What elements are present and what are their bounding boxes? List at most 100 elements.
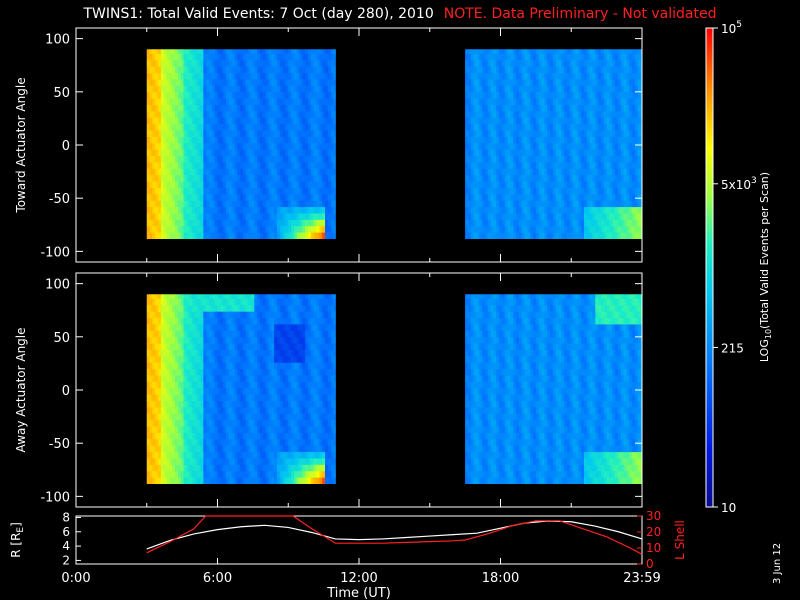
heatmap-cell (276, 213, 281, 220)
heatmap-cell (220, 470, 224, 478)
heatmap-cell (223, 298, 227, 306)
heatmap-cell (186, 432, 190, 440)
heatmap-cell (197, 181, 201, 188)
heatmap-cell (634, 181, 639, 188)
heatmap-cell (200, 174, 204, 182)
heatmap-cell (228, 426, 233, 433)
heatmap-cell (220, 368, 224, 376)
heatmap-cell (527, 98, 531, 105)
heatmap-cell (166, 72, 170, 80)
heatmap-cell (152, 206, 156, 214)
heatmap-cell (163, 438, 167, 446)
heatmap-cell (569, 98, 574, 105)
heatmap-cell (180, 85, 184, 93)
heatmap-cell (592, 232, 596, 239)
heatmap-cell (146, 142, 150, 150)
heatmap-cell (220, 413, 224, 421)
heatmap-cell (521, 53, 525, 61)
heatmap-cell (203, 381, 207, 389)
heatmap-cell (237, 394, 241, 402)
heatmap-cell (206, 419, 210, 427)
heatmap-cell (333, 53, 336, 61)
heatmap-cell (251, 53, 255, 61)
heatmap-cell (291, 225, 295, 233)
heatmap-cell (629, 149, 633, 157)
heatmap-cell (296, 91, 300, 99)
heatmap-cell (231, 432, 235, 440)
heatmap-cell (482, 206, 486, 214)
heatmap-cell (291, 193, 295, 201)
heatmap-cell (600, 187, 605, 195)
heatmap-cell (527, 104, 531, 112)
heatmap-cell (189, 225, 193, 233)
heatmap-cell (225, 232, 230, 239)
heatmap-cell (623, 49, 627, 54)
heatmap-cell (595, 91, 599, 99)
heatmap-cell (302, 59, 306, 67)
heatmap-cell (209, 317, 213, 325)
heatmap-cell (225, 330, 230, 338)
heatmap-cell (510, 117, 514, 125)
heatmap-cell (169, 200, 173, 208)
heatmap-cell (240, 225, 244, 233)
heatmap-cell (578, 130, 582, 137)
heatmap-cell (302, 149, 306, 157)
heatmap-cell (578, 117, 582, 125)
heatmap-cell (271, 130, 275, 137)
heatmap-cell (490, 168, 494, 176)
heatmap-cell (479, 110, 483, 118)
heatmap-cell (617, 130, 622, 137)
heatmap-cell (305, 49, 309, 54)
heatmap-cell (262, 225, 267, 233)
heatmap-cell (234, 181, 238, 188)
heatmap-cell (501, 149, 506, 157)
heatmap-cell (530, 200, 534, 208)
heatmap-cell (155, 181, 159, 188)
heatmap-cell (507, 142, 511, 150)
heatmap-cell (192, 330, 196, 338)
heatmap-cell (313, 142, 317, 150)
heatmap-cell (609, 66, 613, 74)
heatmap-cell (322, 66, 326, 74)
heatmap-cell (242, 426, 247, 433)
heatmap-cell (194, 123, 199, 131)
heatmap-cell (541, 149, 545, 157)
heatmap-cell (211, 336, 216, 344)
heatmap-cell (302, 200, 306, 208)
heatmap-cell (558, 232, 562, 239)
heatmap-cell (310, 142, 315, 150)
heatmap-cell (183, 225, 187, 233)
heatmap-cell (158, 304, 162, 312)
heatmap-cell (575, 149, 579, 157)
heatmap-cell (592, 110, 596, 118)
heatmap-cell (490, 174, 494, 182)
heatmap-cell (535, 136, 540, 144)
heatmap-cell (200, 445, 204, 453)
heatmap-cell (175, 91, 179, 99)
heatmap-cell (612, 104, 616, 112)
heatmap-cell (214, 304, 218, 312)
heatmap-cell (209, 136, 213, 144)
heatmap-cell (158, 419, 162, 427)
heatmap-cell (180, 394, 184, 402)
heatmap-cell (518, 98, 523, 105)
heatmap-cell (586, 206, 591, 214)
heatmap-cell (206, 219, 210, 227)
heatmap-cell (310, 123, 315, 131)
heatmap-cell (305, 155, 309, 163)
heatmap-cell (146, 349, 150, 357)
heatmap-cell (146, 66, 150, 74)
heatmap-cell (629, 155, 633, 163)
heatmap-cell (575, 49, 579, 54)
heatmap-cell (603, 72, 608, 80)
heatmap-cell (200, 464, 204, 472)
heatmap-cell (274, 174, 278, 182)
heatmap-cell (242, 130, 247, 137)
heatmap-cell (567, 136, 571, 144)
heatmap-cell (533, 187, 537, 195)
heatmap-cell (598, 162, 602, 169)
heatmap-cell (296, 206, 300, 214)
heatmap-cell (223, 375, 227, 382)
heatmap-cell (175, 104, 179, 112)
heatmap-cell (217, 162, 221, 169)
